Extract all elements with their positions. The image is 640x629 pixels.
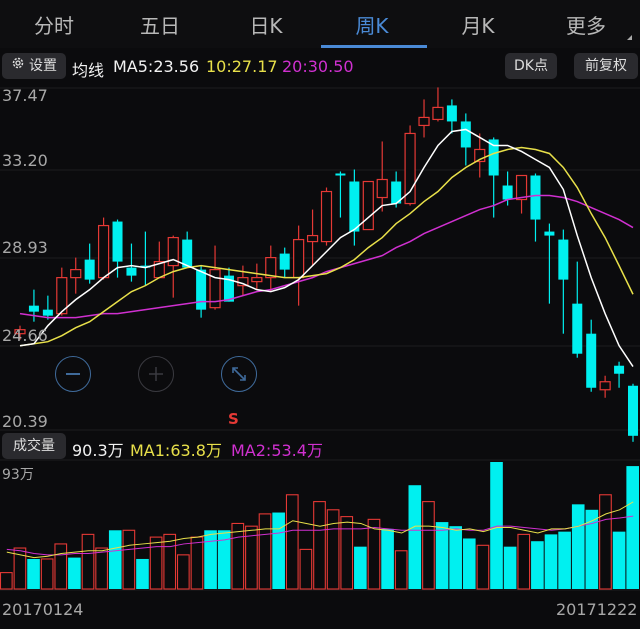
sell-signal-marker: S [228,410,239,428]
tab-daily-k[interactable]: 日K [249,14,283,38]
tab-intraday[interactable]: 分时 [34,14,74,38]
ma-toolbar: 设置 均线 MA5:23.56 10:27.17 20:30.50 DK点 前复… [0,50,640,82]
ma20-value: 20:30.50 [282,57,354,76]
more-dropdown-icon [627,35,632,40]
period-tabs: 分时 五日 日K 周K 月K 更多 [0,0,640,48]
volume-indicator-button[interactable]: 成交量 [2,433,66,459]
active-tab-indicator [321,45,427,48]
price-label-3: 28.93 [2,238,48,257]
ma10-value: 10:27.17 [206,57,278,76]
zoom-in-button[interactable] [138,356,174,392]
tab-more[interactable]: 更多 [566,14,606,38]
expand-arrows-icon [232,367,246,381]
volume-value: 90.3万 [72,441,124,460]
price-label-min: 20.39 [2,412,48,431]
end-date: 20171222 [556,600,638,619]
minus-icon [66,373,80,375]
volume-header: 成交量 90.3万 MA1:63.8万 MA2:53.4万 [0,432,640,460]
volume-ma2: MA2:53.4万 [231,441,323,460]
tab-weekly-k[interactable]: 周K [355,14,389,38]
plus-icon [149,367,163,381]
settings-label: 设置 [29,58,57,74]
fullscreen-button[interactable] [221,356,257,392]
ma-title: 均线 [72,61,105,80]
price-label-2: 33.20 [2,151,48,170]
volume-axis-max: 93万 [2,467,34,483]
settings-button[interactable]: 设置 [2,53,66,79]
gear-icon [11,53,25,79]
dk-point-button[interactable]: DK点 [505,53,557,79]
forward-adjust-button[interactable]: 前复权 [574,53,638,79]
ma5-value: MA5:23.56 [113,57,200,76]
price-label-4: 24.66 [2,326,48,345]
price-label-max: 37.47 [2,86,48,105]
tab-monthly-k[interactable]: 月K [461,14,495,38]
tab-five-day[interactable]: 五日 [140,14,180,38]
volume-ma1: MA1:63.8万 [130,441,222,460]
start-date: 20170124 [2,600,84,619]
zoom-out-button[interactable] [55,356,91,392]
